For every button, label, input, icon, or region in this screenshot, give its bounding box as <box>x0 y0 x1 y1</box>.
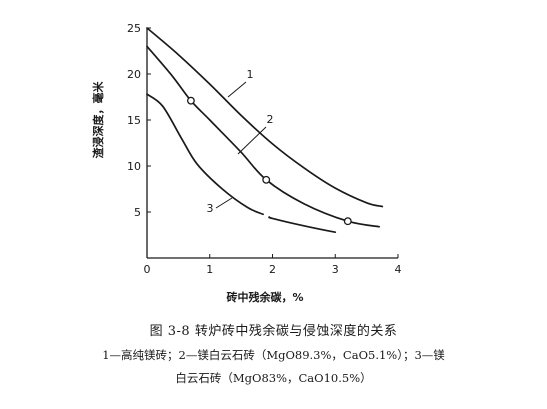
y-tick-label: 25 <box>127 22 141 35</box>
series-3-curve <box>146 93 264 216</box>
series-2-marker <box>186 96 195 105</box>
x-tick-label: 3 <box>332 263 339 276</box>
series-2-leader <box>237 126 267 155</box>
series-2-label: 2 <box>267 113 274 126</box>
chart: 0 1 2 3 4 5 10 15 20 25 1 2 3 砖中残余碳，% 渣浸深度，毫米 <box>91 22 402 304</box>
y-tick-label: 5 <box>134 206 141 219</box>
tick-labels: 0 1 2 3 4 5 10 15 20 25 <box>127 22 402 276</box>
x-tick-label: 2 <box>269 263 276 276</box>
x-tick-label: 1 <box>206 263 213 276</box>
series-1-leader <box>227 81 247 98</box>
y-axis-title-wrap: 渣浸深度，毫米 <box>91 81 105 159</box>
series-2-marker <box>343 217 352 226</box>
x-tick-label: 0 <box>144 263 151 276</box>
y-tick-label: 20 <box>127 68 141 81</box>
x-tick-label: 4 <box>395 263 402 276</box>
series-1-curve <box>146 27 384 208</box>
legend-line-2: 白云石砖（MgO83%，CaO10.5%） <box>175 371 372 385</box>
legend-line-1: 1—高纯镁砖；2—镁白云石砖（MgO89.3%，CaO5.1%）；3—镁 <box>102 348 445 362</box>
curves <box>146 27 384 234</box>
series-labels: 1 2 3 <box>207 68 274 215</box>
series-1-label: 1 <box>247 68 254 81</box>
x-axis-title: 砖中残余碳，% <box>226 290 303 304</box>
markers <box>186 96 352 226</box>
series-3-label: 3 <box>207 202 214 215</box>
series-3-leader <box>215 197 233 209</box>
series-2-marker <box>262 175 271 184</box>
series-2-curve <box>146 45 381 228</box>
figure-title: 图 3-8 转炉砖中残余碳与侵蚀深度的关系 <box>149 324 398 339</box>
y-tick-label: 10 <box>127 160 141 173</box>
leader-lines <box>215 81 267 209</box>
y-axis-title: 渣浸深度，毫米 <box>91 81 105 159</box>
series-3-curve <box>268 216 337 234</box>
y-tick-label: 15 <box>127 114 141 127</box>
